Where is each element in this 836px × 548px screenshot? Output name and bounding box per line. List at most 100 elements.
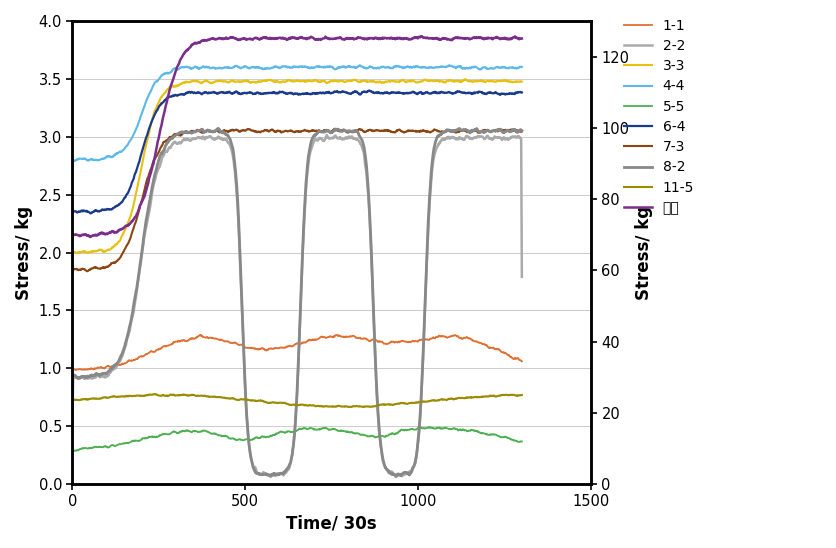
4-4 <box>354 62 364 68</box>
1-1 <box>71 367 81 373</box>
1-1 <box>195 332 205 338</box>
总力 <box>268 36 278 42</box>
6-4 <box>268 89 278 96</box>
3-3 <box>345 78 355 84</box>
7-3 <box>469 128 479 134</box>
8-2 <box>77 374 87 380</box>
11-5 <box>345 404 355 410</box>
1-1 <box>516 358 526 365</box>
11-5 <box>68 397 78 404</box>
1-1 <box>469 338 479 345</box>
7-3 <box>323 128 333 135</box>
1-1 <box>268 345 278 352</box>
6-4 <box>516 89 526 96</box>
7-3 <box>71 266 81 272</box>
4-4 <box>268 65 278 71</box>
6-4 <box>323 89 333 95</box>
总力 <box>516 35 526 42</box>
7-3 <box>77 266 87 272</box>
8-2 <box>71 374 81 380</box>
7-3 <box>516 128 526 135</box>
11-5 <box>516 392 526 398</box>
Line: 5-5: 5-5 <box>73 427 521 451</box>
X-axis label: Time/ 30s: Time/ 30s <box>286 515 376 533</box>
7-3 <box>68 266 78 273</box>
8-2 <box>346 128 356 135</box>
总力 <box>85 234 95 241</box>
4-4 <box>77 156 87 162</box>
4-4 <box>516 64 526 70</box>
6-4 <box>364 87 375 94</box>
总力 <box>416 33 426 39</box>
5-5 <box>345 429 355 436</box>
3-3 <box>323 79 333 85</box>
3-3 <box>77 249 87 255</box>
Y-axis label: Stress/ kg: Stress/ kg <box>635 206 652 300</box>
4-4 <box>68 157 78 164</box>
2-2 <box>345 134 355 140</box>
11-5 <box>150 391 160 397</box>
总力 <box>469 35 479 41</box>
5-5 <box>469 427 479 434</box>
总力 <box>71 231 81 238</box>
6-4 <box>85 210 95 217</box>
5-5 <box>323 426 333 432</box>
Legend: 1-1, 2-2, 3-3, 4-4, 5-5, 6-4, 7-3, 8-2, 11-5, 总力: 1-1, 2-2, 3-3, 4-4, 5-5, 6-4, 7-3, 8-2, … <box>623 19 693 215</box>
3-3 <box>516 78 526 85</box>
Line: 8-2: 8-2 <box>73 128 521 476</box>
11-5 <box>469 393 479 400</box>
8-2 <box>68 372 78 379</box>
1-1 <box>71 366 81 373</box>
7-3 <box>268 127 278 134</box>
4-4 <box>323 64 333 70</box>
3-3 <box>469 78 479 84</box>
6-4 <box>469 90 479 96</box>
4-4 <box>68 158 78 164</box>
5-5 <box>516 438 526 445</box>
11-5 <box>346 403 356 410</box>
6-4 <box>71 208 81 215</box>
3-3 <box>71 250 81 256</box>
总力 <box>323 35 333 42</box>
11-5 <box>71 396 81 403</box>
2-2 <box>516 273 526 280</box>
3-3 <box>71 249 81 256</box>
6-4 <box>68 208 78 215</box>
总力 <box>345 35 355 42</box>
8-2 <box>213 125 223 132</box>
2-2 <box>323 135 333 141</box>
3-3 <box>268 78 278 85</box>
7-3 <box>329 125 339 132</box>
2-2 <box>77 374 87 381</box>
3-3 <box>459 76 469 83</box>
8-2 <box>265 473 275 480</box>
2-2 <box>469 134 479 140</box>
Line: 3-3: 3-3 <box>73 79 521 253</box>
Line: 6-4: 6-4 <box>73 90 521 214</box>
Line: 2-2: 2-2 <box>73 135 521 477</box>
5-5 <box>68 447 78 454</box>
8-2 <box>324 128 334 134</box>
2-2 <box>321 132 331 138</box>
总力 <box>68 232 78 238</box>
7-3 <box>346 129 356 135</box>
2-2 <box>390 474 400 481</box>
1-1 <box>346 333 356 340</box>
Line: 4-4: 4-4 <box>73 65 521 161</box>
6-4 <box>345 90 355 97</box>
Line: 总力: 总力 <box>73 36 521 237</box>
5-5 <box>71 448 81 454</box>
8-2 <box>268 471 278 477</box>
Y-axis label: Stress/ kg: Stress/ kg <box>15 206 33 300</box>
1-1 <box>324 334 334 340</box>
总力 <box>77 232 87 238</box>
5-5 <box>268 432 278 438</box>
4-4 <box>71 157 81 163</box>
Line: 7-3: 7-3 <box>73 129 521 271</box>
8-2 <box>469 127 479 134</box>
11-5 <box>323 403 333 410</box>
3-3 <box>68 249 78 255</box>
6-4 <box>77 208 87 214</box>
5-5 <box>425 424 435 431</box>
8-2 <box>516 127 526 134</box>
